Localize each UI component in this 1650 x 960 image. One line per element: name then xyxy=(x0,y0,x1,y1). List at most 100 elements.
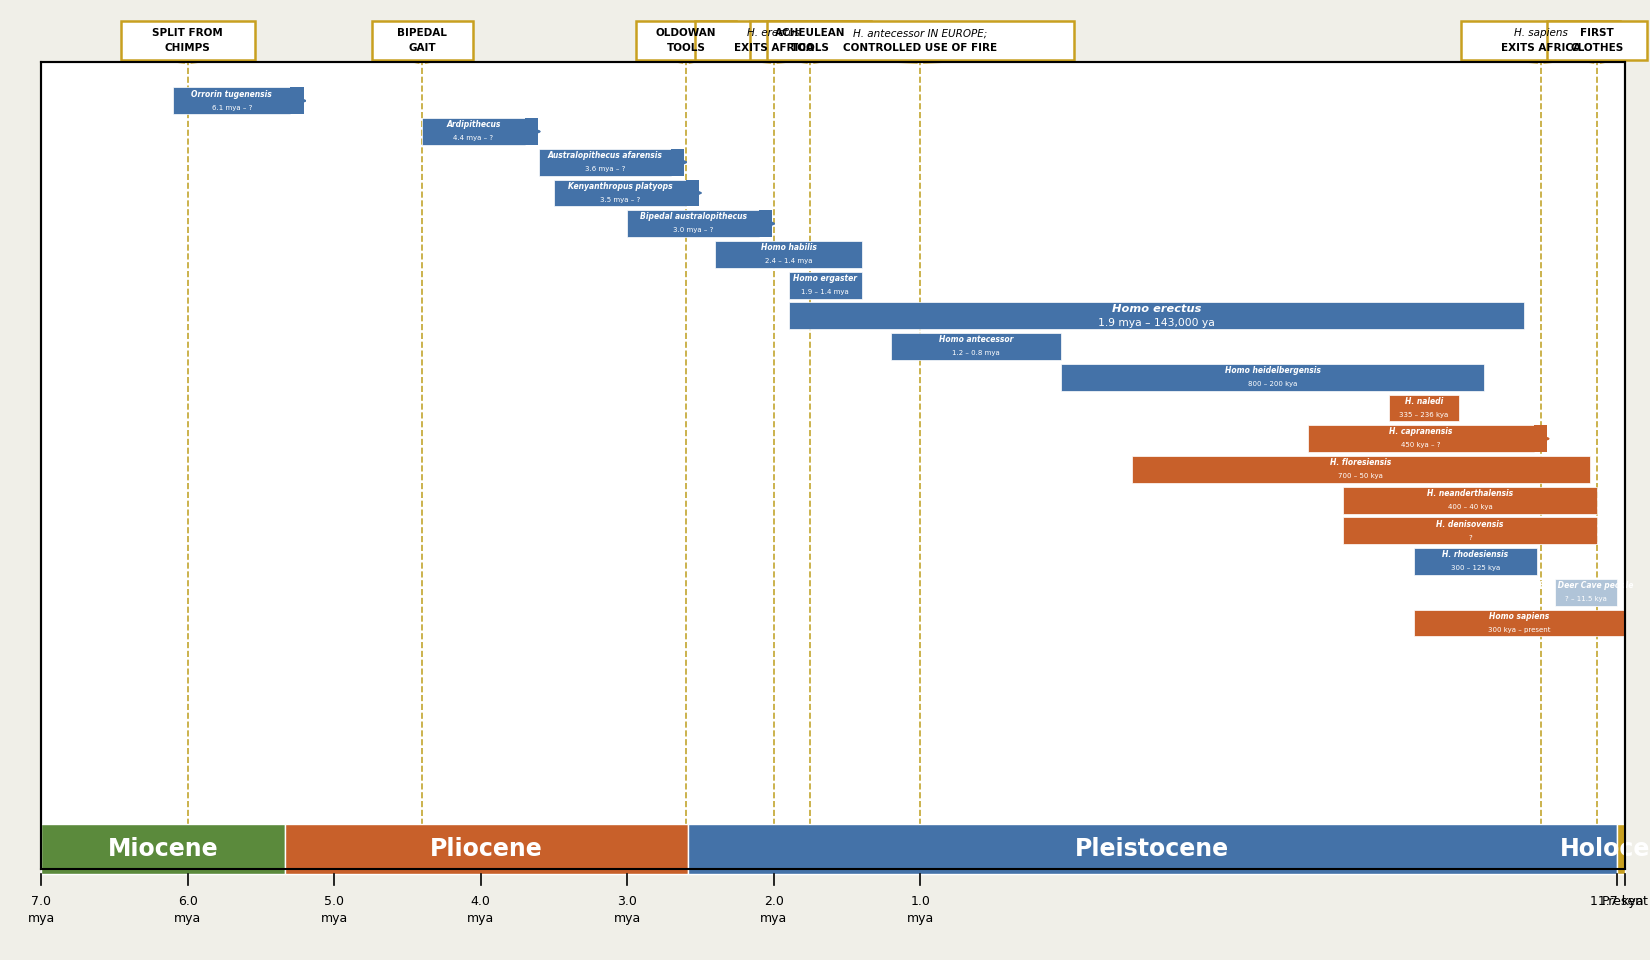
Text: 700 – 50 kya: 700 – 50 kya xyxy=(1338,473,1383,479)
FancyBboxPatch shape xyxy=(120,21,254,60)
Text: H. floresiensis: H. floresiensis xyxy=(1330,458,1391,468)
Text: 800 – 200 kya: 800 – 200 kya xyxy=(1247,381,1297,387)
FancyBboxPatch shape xyxy=(1414,548,1538,575)
Text: EXITS AFRICA: EXITS AFRICA xyxy=(1500,42,1581,53)
Text: mya: mya xyxy=(908,912,934,925)
Text: Pliocene: Pliocene xyxy=(431,837,543,861)
FancyBboxPatch shape xyxy=(891,333,1061,360)
FancyBboxPatch shape xyxy=(1546,21,1647,60)
Text: SPLIT FROM: SPLIT FROM xyxy=(152,29,223,38)
Text: TOOLS: TOOLS xyxy=(790,42,830,53)
Text: Holocene: Holocene xyxy=(1559,837,1650,861)
Text: 4.4 mya – ?: 4.4 mya – ? xyxy=(454,135,493,141)
Text: 1.0: 1.0 xyxy=(911,895,931,908)
Text: Homo ergaster: Homo ergaster xyxy=(794,274,856,283)
FancyBboxPatch shape xyxy=(525,118,538,145)
FancyBboxPatch shape xyxy=(695,21,853,60)
Text: 1.9 – 1.4 mya: 1.9 – 1.4 mya xyxy=(802,289,850,295)
Text: CLOTHES: CLOTHES xyxy=(1571,42,1624,53)
Text: Red Deer Cave people: Red Deer Cave people xyxy=(1539,581,1634,590)
FancyBboxPatch shape xyxy=(1343,487,1597,514)
FancyBboxPatch shape xyxy=(1414,610,1625,636)
Text: Homo erectus: Homo erectus xyxy=(1112,304,1201,314)
Text: H. naledi: H. naledi xyxy=(1404,396,1444,406)
Text: BIPEDAL: BIPEDAL xyxy=(398,29,447,38)
FancyBboxPatch shape xyxy=(789,272,861,299)
FancyBboxPatch shape xyxy=(1343,517,1597,544)
Text: Homo habilis: Homo habilis xyxy=(761,243,817,252)
Text: CONTROLLED USE OF FIRE: CONTROLLED USE OF FIRE xyxy=(843,42,998,53)
Text: H. capranensis: H. capranensis xyxy=(1389,427,1452,437)
Text: 7.0: 7.0 xyxy=(31,895,51,908)
Text: GAIT: GAIT xyxy=(409,42,436,53)
Text: 3.6 mya – ?: 3.6 mya – ? xyxy=(586,166,625,172)
Text: 450 kya – ?: 450 kya – ? xyxy=(1401,443,1440,448)
FancyBboxPatch shape xyxy=(714,241,861,268)
FancyBboxPatch shape xyxy=(686,180,700,206)
FancyBboxPatch shape xyxy=(1132,456,1591,483)
Text: Bipedal australopithecus: Bipedal australopithecus xyxy=(640,212,747,222)
Text: 3.0: 3.0 xyxy=(617,895,637,908)
Bar xyxy=(41,62,1625,869)
Text: H. sapiens: H. sapiens xyxy=(1513,29,1567,38)
FancyBboxPatch shape xyxy=(290,87,304,114)
Text: Present: Present xyxy=(1602,895,1648,908)
Text: 11.7 kya: 11.7 kya xyxy=(1591,895,1643,908)
Bar xyxy=(41,824,285,874)
Text: 1.2 – 0.8 mya: 1.2 – 0.8 mya xyxy=(952,350,1000,356)
FancyBboxPatch shape xyxy=(749,21,871,60)
Text: Homo antecessor: Homo antecessor xyxy=(939,335,1013,345)
Text: 300 – 125 kya: 300 – 125 kya xyxy=(1450,565,1500,571)
Text: TOOLS: TOOLS xyxy=(667,42,706,53)
Text: 4.0: 4.0 xyxy=(470,895,490,908)
FancyBboxPatch shape xyxy=(422,118,525,145)
FancyBboxPatch shape xyxy=(1389,395,1459,421)
Text: ? – 11.5 kya: ? – 11.5 kya xyxy=(1564,596,1607,602)
FancyBboxPatch shape xyxy=(540,149,672,176)
FancyBboxPatch shape xyxy=(1061,364,1485,391)
FancyBboxPatch shape xyxy=(554,180,686,206)
Text: H. denisovensis: H. denisovensis xyxy=(1437,519,1503,529)
FancyBboxPatch shape xyxy=(1308,425,1533,452)
Text: mya: mya xyxy=(467,912,495,925)
Text: mya: mya xyxy=(614,912,640,925)
Text: H. erectus: H. erectus xyxy=(747,29,800,38)
Text: Miocene: Miocene xyxy=(107,837,219,861)
Bar xyxy=(688,824,1617,874)
Text: mya: mya xyxy=(320,912,348,925)
Text: CHIMPS: CHIMPS xyxy=(165,42,211,53)
FancyBboxPatch shape xyxy=(173,87,290,114)
Text: mya: mya xyxy=(175,912,201,925)
Text: 3.5 mya – ?: 3.5 mya – ? xyxy=(601,197,640,203)
Text: EXITS AFRICA: EXITS AFRICA xyxy=(734,42,813,53)
Text: Pleistocene: Pleistocene xyxy=(1076,837,1229,861)
Text: FIRST: FIRST xyxy=(1581,29,1614,38)
Text: mya: mya xyxy=(28,912,54,925)
Text: Australopithecus afarensis: Australopithecus afarensis xyxy=(548,151,663,160)
FancyBboxPatch shape xyxy=(635,21,736,60)
Bar xyxy=(285,824,688,874)
FancyBboxPatch shape xyxy=(371,21,472,60)
Text: 3.0 mya – ?: 3.0 mya – ? xyxy=(673,228,713,233)
Text: Kenyanthropus platyops: Kenyanthropus platyops xyxy=(568,181,672,191)
Text: ACHEULEAN: ACHEULEAN xyxy=(776,29,846,38)
Text: 5.0: 5.0 xyxy=(325,895,345,908)
Text: H. rhodesiensis: H. rhodesiensis xyxy=(1442,550,1508,560)
Text: Ardipithecus: Ardipithecus xyxy=(446,120,500,130)
Text: Orrorin tugenensis: Orrorin tugenensis xyxy=(191,89,272,99)
Text: Homo sapiens: Homo sapiens xyxy=(1490,612,1549,621)
Text: ?: ? xyxy=(1468,535,1472,540)
Text: Homo heidelbergensis: Homo heidelbergensis xyxy=(1224,366,1320,375)
FancyBboxPatch shape xyxy=(1462,21,1620,60)
FancyBboxPatch shape xyxy=(1554,579,1617,606)
FancyBboxPatch shape xyxy=(767,21,1074,60)
Text: H. antecessor IN EUROPE;: H. antecessor IN EUROPE; xyxy=(853,29,987,38)
Text: 2.4 – 1.4 mya: 2.4 – 1.4 mya xyxy=(764,258,812,264)
Bar xyxy=(1617,824,1625,874)
FancyBboxPatch shape xyxy=(627,210,759,237)
FancyBboxPatch shape xyxy=(1533,425,1546,452)
Text: 6.1 mya – ?: 6.1 mya – ? xyxy=(211,105,252,110)
FancyBboxPatch shape xyxy=(672,149,685,176)
Text: 300 kya – present: 300 kya – present xyxy=(1488,627,1551,633)
FancyBboxPatch shape xyxy=(789,302,1525,329)
